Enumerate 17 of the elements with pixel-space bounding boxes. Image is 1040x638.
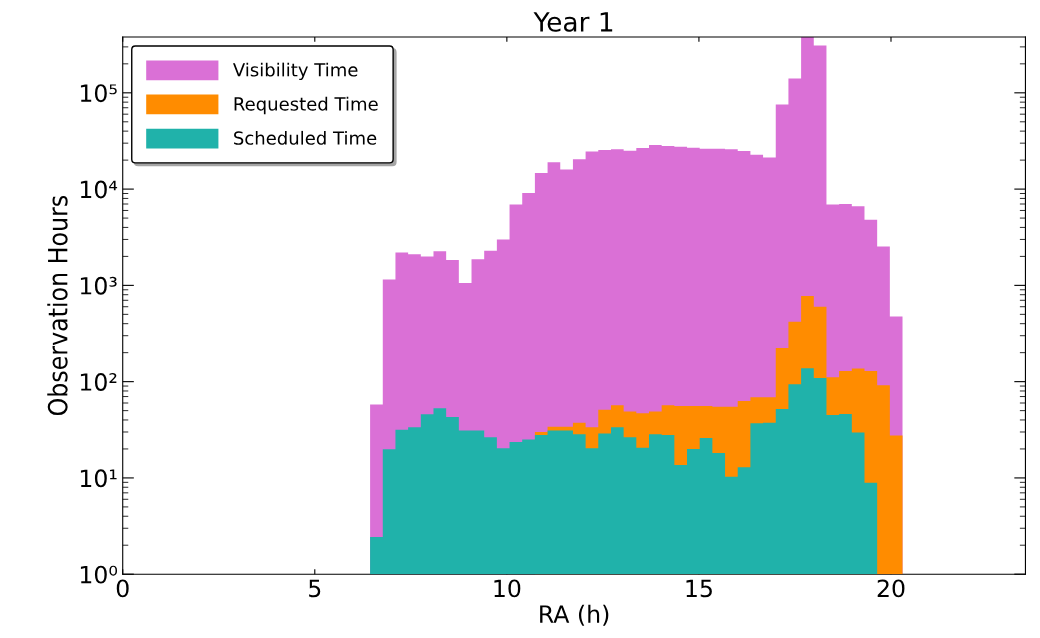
x-tick-label: 20	[877, 579, 905, 598]
x-tick-label: 15	[686, 579, 712, 598]
x-axis-title: RA (h)	[540, 604, 609, 626]
legend-label: Visibility Time	[233, 62, 358, 81]
y-tick-label: 10⁰	[80, 565, 118, 584]
chart-title: Year 1	[533, 12, 613, 32]
y-tick-label: 10⁴	[80, 180, 118, 199]
x-tick-label: 10	[494, 579, 521, 598]
x-tick-label: 0	[116, 579, 129, 598]
x-tick-label: 5	[309, 579, 321, 598]
y-axis-title: Observation Hours	[47, 195, 68, 416]
y-tick-label: 10¹	[80, 469, 117, 488]
y-tick-label: 10²	[80, 373, 117, 391]
y-tick-label: 10³	[80, 276, 117, 295]
legend-label: Scheduled Time	[234, 130, 377, 145]
y-tick-label: 10⁵	[80, 84, 117, 103]
legend-label: Requested Time	[234, 96, 378, 115]
